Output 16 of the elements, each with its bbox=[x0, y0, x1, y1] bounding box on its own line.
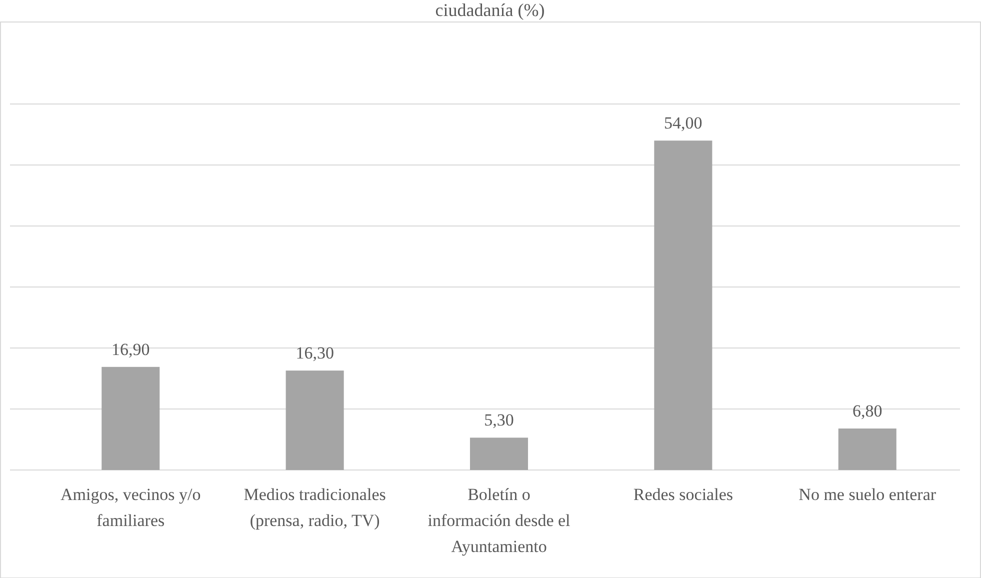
chart-title: ciudadanía (%) bbox=[435, 0, 545, 20]
bar bbox=[102, 366, 160, 470]
data-label: 16,30 bbox=[296, 344, 334, 363]
data-label: 6,80 bbox=[852, 402, 882, 421]
data-label: 16,90 bbox=[112, 340, 150, 359]
bar bbox=[470, 438, 528, 470]
bar bbox=[654, 140, 712, 470]
x-tick-label: Redes sociales bbox=[633, 485, 733, 504]
x-tick-label: Boletín o información desde el Ayuntamiento bbox=[428, 485, 571, 556]
x-tick-label: Medios tradicionales (prensa, radio, TV) bbox=[244, 485, 386, 530]
data-label: 54,00 bbox=[664, 114, 702, 133]
data-label: 5,30 bbox=[484, 410, 514, 430]
x-tick-label: Amigos, vecinos y/o familiares bbox=[60, 485, 201, 530]
x-tick-label: No me suelo enterar bbox=[798, 485, 936, 504]
bar bbox=[286, 370, 344, 470]
bar bbox=[838, 428, 896, 470]
